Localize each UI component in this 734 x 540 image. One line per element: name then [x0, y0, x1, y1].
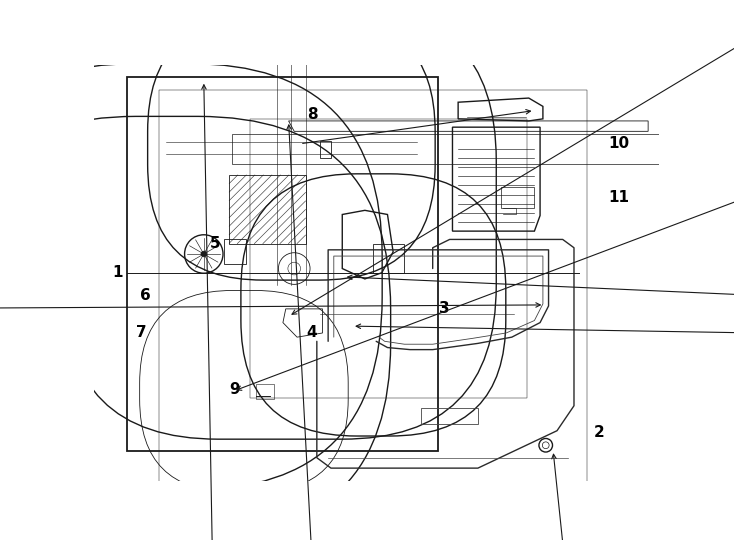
Text: 3: 3 — [439, 301, 449, 315]
Bar — [374, 244, 404, 273]
Bar — [255, 384, 274, 399]
Bar — [250, 119, 527, 397]
Bar — [159, 90, 587, 521]
Text: 8: 8 — [308, 107, 318, 122]
Bar — [224, 239, 246, 265]
Bar — [421, 408, 478, 424]
Text: 6: 6 — [140, 288, 151, 303]
Text: 2: 2 — [594, 426, 605, 440]
Circle shape — [201, 251, 207, 257]
Bar — [232, 134, 734, 164]
Text: 5: 5 — [210, 236, 220, 251]
Bar — [229, 175, 305, 244]
Bar — [501, 187, 534, 208]
Text: 1: 1 — [112, 265, 123, 280]
Text: 10: 10 — [608, 136, 629, 151]
Text: 9: 9 — [230, 382, 240, 396]
Bar — [320, 141, 331, 158]
Text: 4: 4 — [306, 326, 316, 341]
Text: 7: 7 — [137, 326, 147, 341]
Bar — [128, 77, 438, 451]
Text: 11: 11 — [608, 191, 629, 205]
